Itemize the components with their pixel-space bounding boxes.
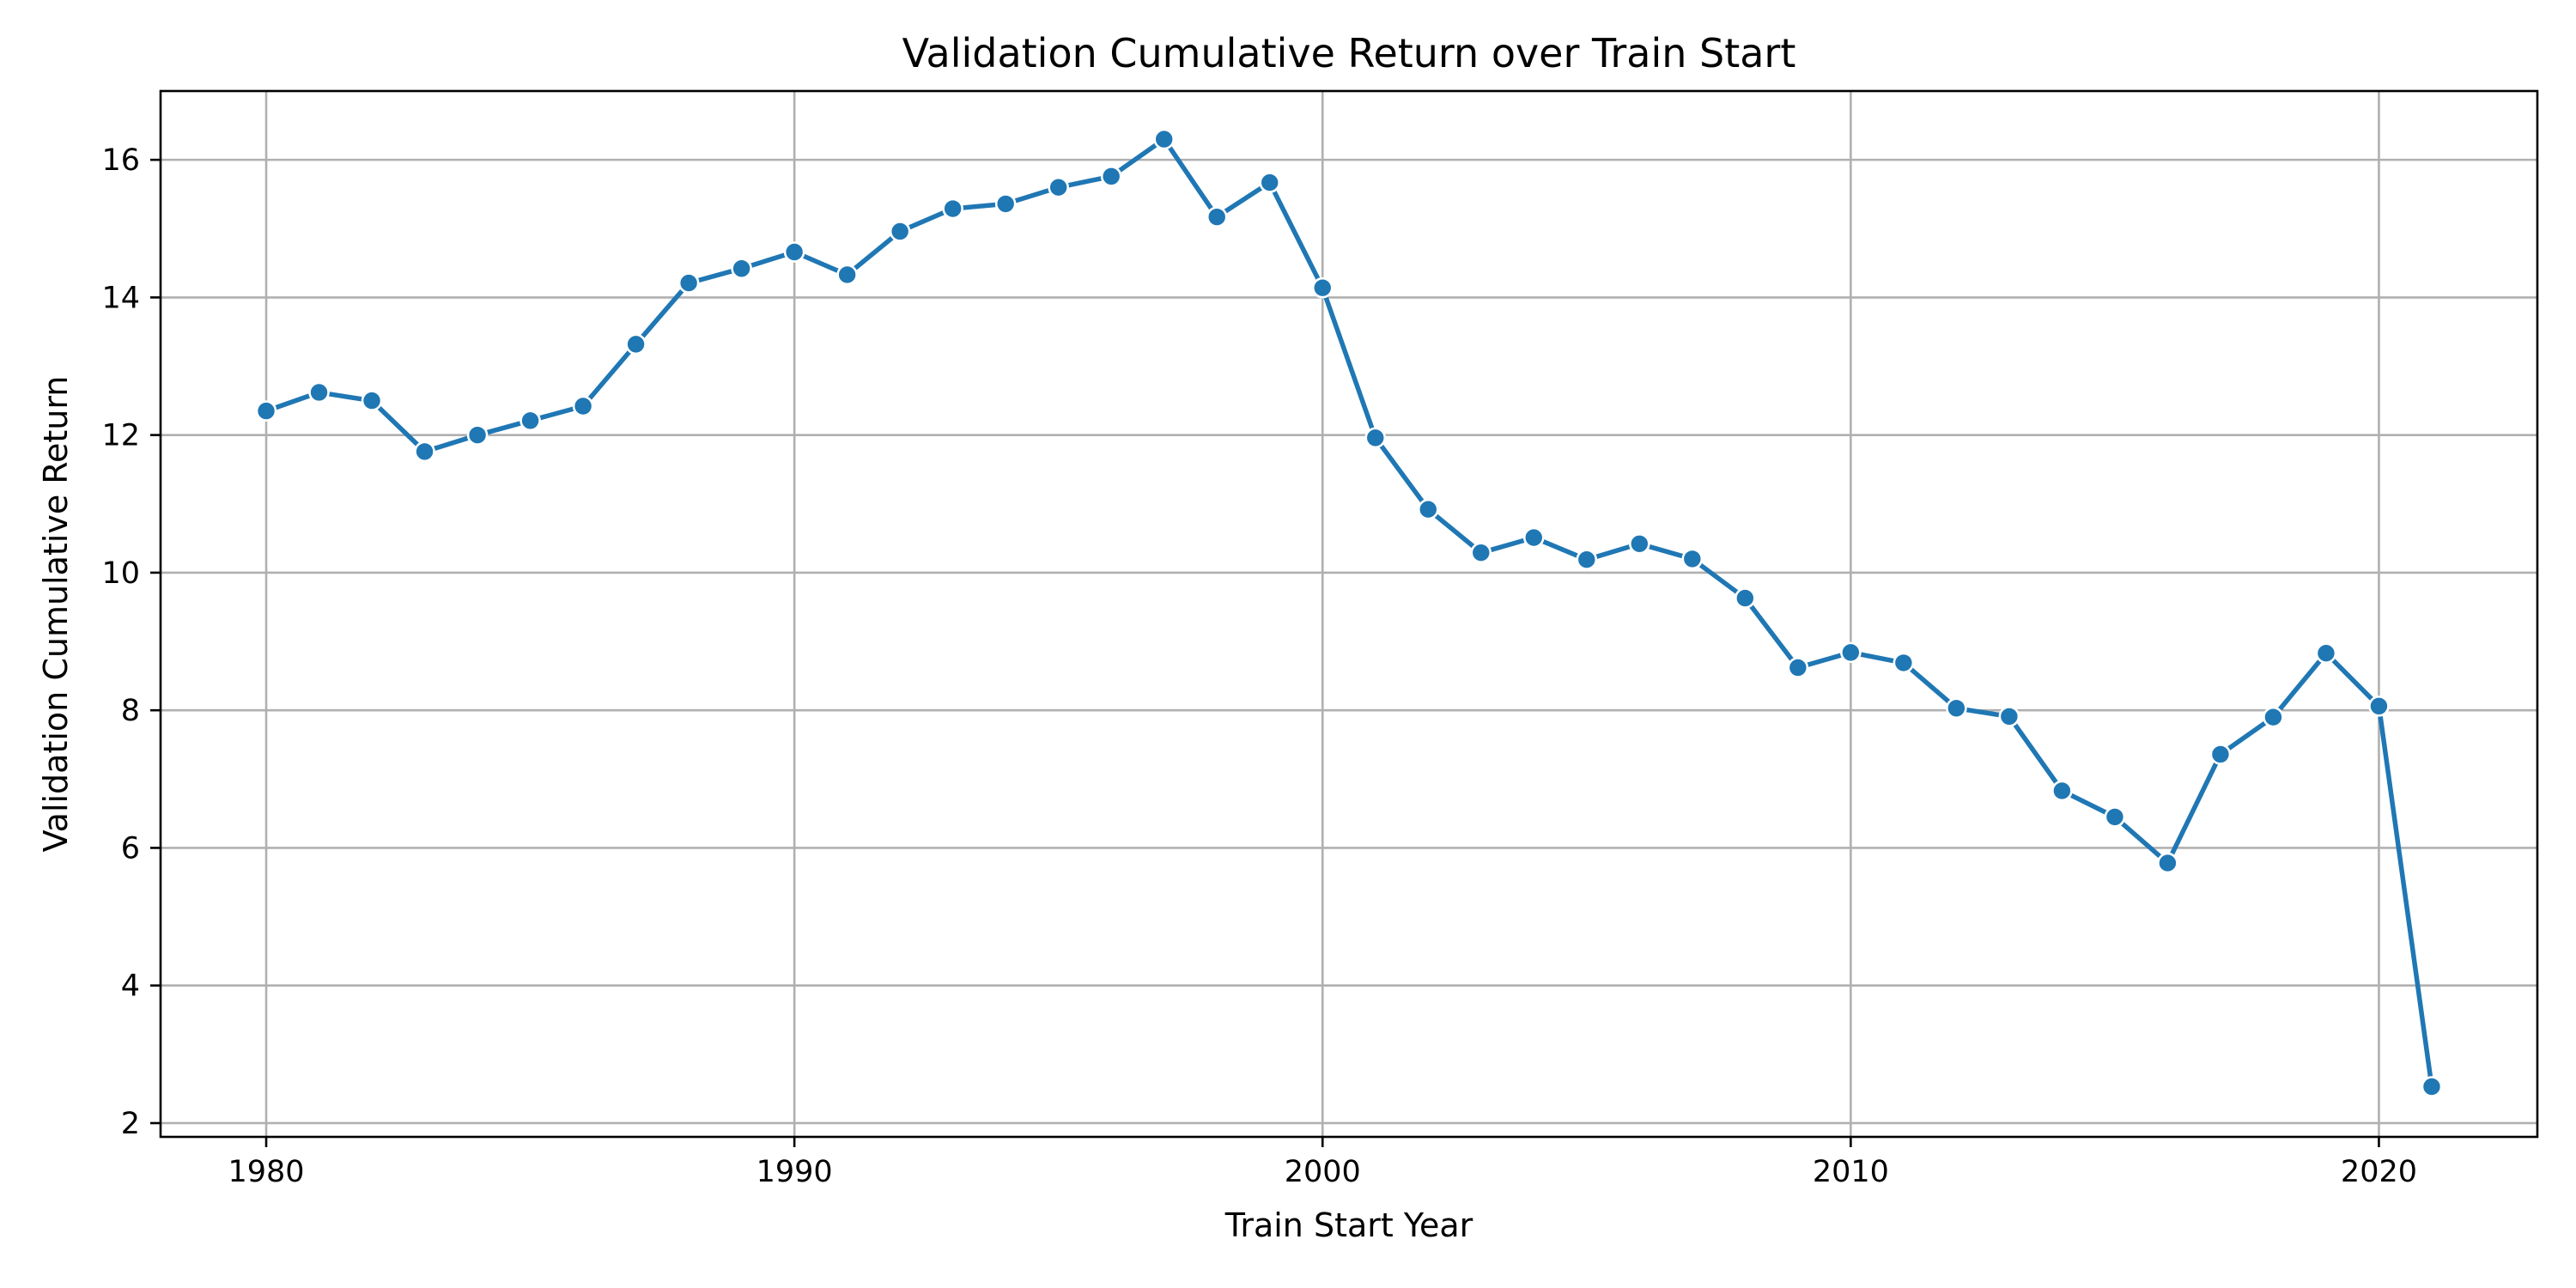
- y-axis-label: Validation Cumulative Return: [37, 376, 75, 853]
- data-point: [2157, 852, 2178, 874]
- data-point: [783, 241, 805, 263]
- data-point: [519, 410, 541, 432]
- data-point: [2209, 744, 2232, 765]
- data-point: [466, 424, 489, 446]
- data-point: [1735, 587, 1756, 609]
- data-point: [836, 264, 858, 286]
- data-point: [1311, 276, 1334, 299]
- y-tick-label: 6: [121, 831, 140, 866]
- data-point: [1893, 652, 1915, 674]
- data-point: [889, 221, 911, 242]
- data-point: [1048, 176, 1069, 198]
- axis-ticks: 1980 1990 2000 2010 2020 2 4 6 8 10 12 14 16: [101, 143, 2417, 1189]
- x-tick-label: 2010: [1813, 1155, 1889, 1189]
- data-point: [1840, 641, 1862, 664]
- data-point: [2368, 696, 2390, 717]
- data-point: [255, 400, 277, 422]
- x-tick-label: 1990: [756, 1155, 833, 1189]
- data-point: [1681, 548, 1704, 570]
- plot-area-frame: [159, 89, 2539, 1139]
- grid-lines: [161, 91, 2537, 1137]
- data-point: [2263, 706, 2284, 728]
- data-point: [1259, 172, 1281, 193]
- x-tick-label: 2000: [1285, 1155, 1361, 1189]
- data-point: [994, 193, 1017, 215]
- y-tick-label: 4: [121, 969, 140, 1004]
- y-tick-label: 12: [101, 419, 140, 453]
- data-point: [2315, 642, 2337, 664]
- y-tick-label: 8: [121, 694, 140, 728]
- data-point: [677, 272, 700, 294]
- chart-title: Validation Cumulative Return over Train …: [902, 30, 1796, 76]
- data-point: [414, 440, 435, 463]
- data-point: [1417, 498, 1439, 520]
- data-point: [1946, 697, 1967, 720]
- x-axis-label: Train Start Year: [1224, 1206, 1473, 1244]
- y-tick-label: 2: [121, 1107, 140, 1141]
- data-point: [1522, 526, 1545, 549]
- data-point: [942, 197, 963, 220]
- data-point: [1576, 549, 1598, 570]
- data-point: [1206, 206, 1228, 228]
- data-point: [1998, 706, 2020, 727]
- data-point: [1787, 657, 1809, 678]
- data-point: [731, 258, 752, 280]
- data-point: [1153, 128, 1176, 150]
- x-tick-label: 2020: [2341, 1155, 2417, 1189]
- data-point: [2104, 806, 2126, 828]
- x-tick-label: 1980: [228, 1155, 304, 1189]
- series-line: [264, 137, 2434, 1090]
- y-tick-label: 16: [101, 143, 140, 178]
- data-point: [308, 381, 330, 404]
- data-point: [572, 395, 594, 417]
- y-tick-label: 14: [101, 281, 140, 315]
- y-tick-label: 10: [101, 556, 140, 591]
- data-point: [2051, 780, 2073, 802]
- data-point: [1100, 166, 1122, 187]
- data-point: [625, 333, 647, 355]
- data-point: [1629, 532, 1650, 555]
- data-point: [1470, 542, 1492, 563]
- series-layer: [255, 128, 2443, 1097]
- data-point: [1364, 427, 1387, 449]
- data-point: [361, 390, 383, 411]
- data-point: [2421, 1076, 2443, 1097]
